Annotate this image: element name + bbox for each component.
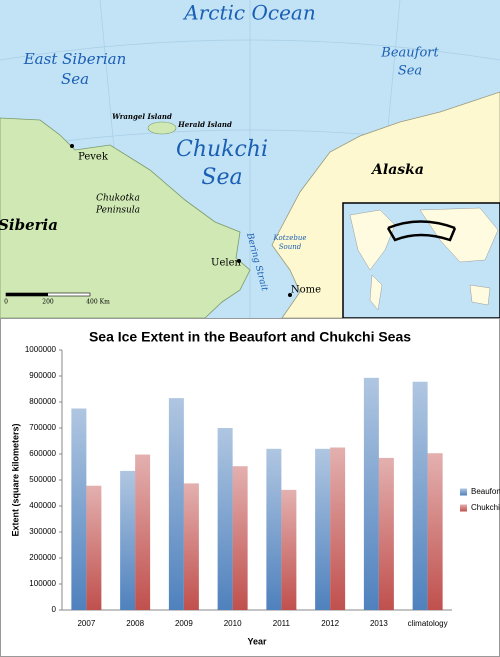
map-label: 0 xyxy=(4,299,8,306)
y-tick-label: 300000 xyxy=(29,527,56,536)
bar xyxy=(363,377,379,610)
map-label: Sea xyxy=(398,64,422,79)
x-tick-label: 2008 xyxy=(126,619,144,628)
nome-dot xyxy=(288,293,292,297)
siberia-land xyxy=(0,117,251,319)
x-tick-label: 2011 xyxy=(273,619,291,628)
map-label: East Siberian xyxy=(23,50,127,68)
y-tick-label: 600000 xyxy=(29,449,56,458)
map-label: Wrangel Island xyxy=(112,112,172,121)
legend-swatch xyxy=(460,504,467,512)
bar xyxy=(183,483,199,610)
map-label: Peninsula xyxy=(95,206,140,216)
y-tick-label: 1000000 xyxy=(25,345,57,354)
x-tick-label: climatology xyxy=(408,619,448,628)
map-label: Chukotka xyxy=(96,194,140,204)
bar xyxy=(120,470,136,610)
y-tick-label: 800000 xyxy=(29,397,56,406)
y-axis-label: Extent (square kilometers) xyxy=(10,423,20,536)
x-tick-label: 2013 xyxy=(370,619,388,628)
map-label: Arctic Ocean xyxy=(182,1,315,25)
bar xyxy=(168,398,184,610)
bar xyxy=(71,408,87,610)
inset-land xyxy=(349,207,499,311)
map-label: Herald Island xyxy=(177,120,232,129)
bar xyxy=(281,489,297,610)
bar xyxy=(135,454,151,610)
map-label: 400 Km xyxy=(86,299,110,306)
y-tick-label: 900000 xyxy=(29,371,56,380)
map-label: Sea xyxy=(61,70,89,88)
y-tick-label: 500000 xyxy=(29,475,56,484)
x-tick-label: 2007 xyxy=(77,619,95,628)
y-tick-label: 700000 xyxy=(29,423,56,432)
wrangel-island xyxy=(147,121,177,135)
map-label: 200 xyxy=(42,299,54,306)
map-label: Alaska xyxy=(370,162,424,178)
bar xyxy=(427,453,443,610)
scale-bar xyxy=(5,292,91,297)
map-label: Sound xyxy=(279,243,302,251)
map-label: Pevek xyxy=(78,152,109,163)
y-tick-label: 200000 xyxy=(29,553,56,562)
y-tick-label: 400000 xyxy=(29,501,56,510)
bar xyxy=(217,428,233,610)
legend-label: Chukchi xyxy=(471,503,500,512)
map-label: Nome xyxy=(291,285,321,296)
pevek-dot xyxy=(70,144,74,148)
x-tick-label: 2012 xyxy=(321,619,339,628)
y-tick-label: 100000 xyxy=(29,579,56,588)
x-tick-label: 2010 xyxy=(224,619,242,628)
map-label: Sea xyxy=(201,165,242,190)
map-label: Siberia xyxy=(0,216,58,234)
bar xyxy=(266,448,282,610)
map-label: Beaufort xyxy=(380,46,439,61)
x-axis-label: Year xyxy=(247,636,267,646)
map-label: Kotzebue xyxy=(272,234,306,242)
y-tick-label: 0 xyxy=(52,605,57,614)
bar xyxy=(315,448,331,610)
bar xyxy=(330,447,346,610)
map-label: Chukchi xyxy=(176,137,268,162)
chart-title: Sea Ice Extent in the Beaufort and Chukc… xyxy=(89,329,411,345)
bar xyxy=(412,381,428,610)
bar xyxy=(86,485,102,610)
x-tick-label: 2009 xyxy=(175,619,193,628)
bar xyxy=(232,466,248,610)
map-label: Uelen xyxy=(211,258,241,269)
bar xyxy=(378,457,394,610)
legend-swatch xyxy=(460,488,467,496)
legend-label: Beaufort xyxy=(471,487,500,496)
inset-highlight xyxy=(386,220,457,242)
uelen-dot xyxy=(237,259,241,263)
